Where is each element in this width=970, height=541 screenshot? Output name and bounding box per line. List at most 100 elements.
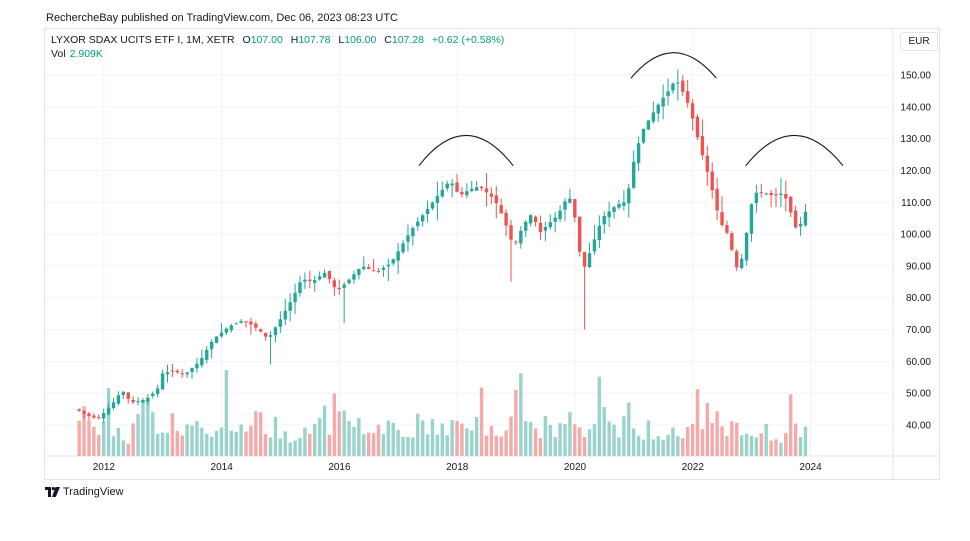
volume-bar [563,424,567,456]
volume-bar [651,439,656,456]
volume-bar [97,434,101,456]
candle-body [175,370,180,373]
candle-body [401,243,405,253]
volume-bar [200,427,204,456]
volume-bar [278,438,283,456]
candle-body [288,302,292,311]
candle-body [371,270,376,272]
volume-bar [420,420,425,456]
candle-body [582,251,587,267]
volume-bar [710,423,714,456]
volume-bar [779,442,783,456]
volume-bar [582,437,587,456]
candle-body [420,215,425,222]
candle-body [317,276,322,280]
candle-body [690,103,695,119]
volume-bar [313,423,317,456]
volume-bar [592,424,597,456]
candle-body [612,207,616,212]
volume-bar [131,423,135,456]
volume-bar [347,421,351,456]
volume-bar [106,388,111,456]
candle-body [406,235,410,242]
volume-bar [366,432,371,456]
volume-bar [499,436,503,456]
candle-body [563,201,567,210]
candle-body [239,321,243,323]
volume-label: Vol [51,48,66,60]
volume-bar [205,433,209,456]
candle-body [514,241,518,243]
candle-body [450,183,454,186]
volume-bar [636,435,641,456]
volume-bar [612,424,616,456]
volume-bar [136,413,140,456]
candle-body [376,270,381,272]
candle-body [362,266,366,270]
volume-bar [239,424,243,456]
candle-body [479,186,484,189]
candle-body [646,120,651,130]
close-label: C [384,34,392,46]
close-value: 107.28 [391,34,424,46]
volume-bar [322,405,327,456]
candle-body [391,259,395,264]
price-tick-label: 80.00 [906,293,931,304]
candle-body [131,399,135,403]
candle-body [759,192,763,194]
candle-body [793,210,798,228]
volume-bar [578,427,582,456]
candle-body [666,91,670,96]
candle-body [509,225,513,240]
price-tick-label: 110.00 [901,198,931,209]
volume-bar [789,394,793,456]
volume-bar [411,437,415,456]
volume-bar [514,389,518,456]
time-tick-label: 2016 [328,462,351,473]
candle-body [597,225,602,241]
currency-button[interactable]: EUR [900,32,938,51]
volume-bar [268,437,273,456]
candle-body [602,216,606,225]
candle-body [396,251,400,261]
candle-body [111,402,116,409]
volume-bar [195,421,199,456]
candle-body [87,413,91,417]
volume-bar [769,440,773,456]
time-tick-label: 2018 [446,462,469,473]
volume-bar [685,426,690,456]
candle-body [803,211,808,226]
candle-body [303,279,307,282]
volume-bar [381,433,386,456]
volume-bar [155,433,160,456]
candle-body [151,393,155,396]
volume-bar [259,412,263,456]
tradingview-logo[interactable]: TradingView [45,486,124,498]
candle-body [205,349,209,360]
candle-body [219,332,224,337]
candle-body [77,409,81,411]
volume-bar [160,432,165,456]
volume-bar [362,434,366,456]
candle-body [121,391,126,396]
volume-bar [151,412,155,456]
candle-body [730,233,734,250]
volume-bar [744,433,749,456]
candle-body [573,199,577,218]
volume-bar [430,419,435,456]
volume-bar [568,412,572,456]
volume-bar [735,422,739,456]
candle-body [190,368,194,372]
candle-body [470,188,474,191]
volume-bar [371,433,376,456]
candle-body [622,202,626,206]
volume-bar [617,437,621,456]
price-tick-label: 150.00 [900,71,931,82]
candle-body [651,112,656,122]
candle-body [106,407,111,415]
volume-bar [754,437,759,456]
volume-bar [538,438,543,456]
candle-body [416,221,420,227]
candle-body [352,274,356,280]
